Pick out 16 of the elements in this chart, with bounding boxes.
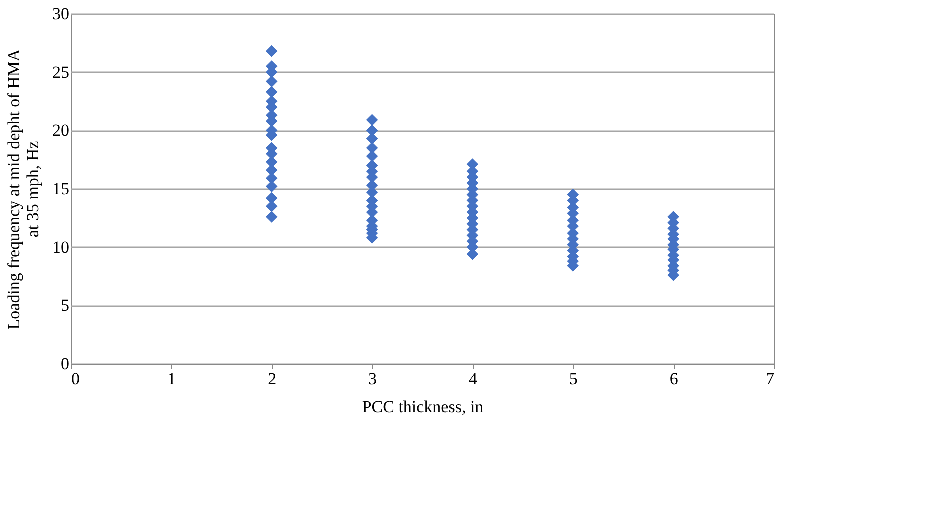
y-tick-label: 20	[52, 121, 70, 140]
y-tick-label: 25	[52, 62, 70, 82]
y-tick-label: 0	[61, 354, 70, 374]
y-axis-title: Loading frequency at mid depht of HMA at 35 mph, Hz	[4, 48, 42, 330]
x-tick-label: 4	[468, 370, 478, 388]
x-tick-label: 6	[670, 370, 678, 388]
x-axis-title: PCC thickness, in	[362, 398, 484, 416]
y-tick-label: 15	[52, 180, 70, 198]
x-tick-label: 1	[168, 370, 176, 388]
x-tick-label: 7	[766, 370, 775, 388]
y-tick-label: 10	[52, 238, 70, 257]
x-tick-label: 2	[268, 370, 277, 388]
x-tick-label: 3	[368, 370, 378, 388]
x-tick-label: 5	[569, 370, 578, 388]
y-tick-label: 30	[52, 4, 70, 24]
y-tick-label: 5	[61, 296, 70, 316]
